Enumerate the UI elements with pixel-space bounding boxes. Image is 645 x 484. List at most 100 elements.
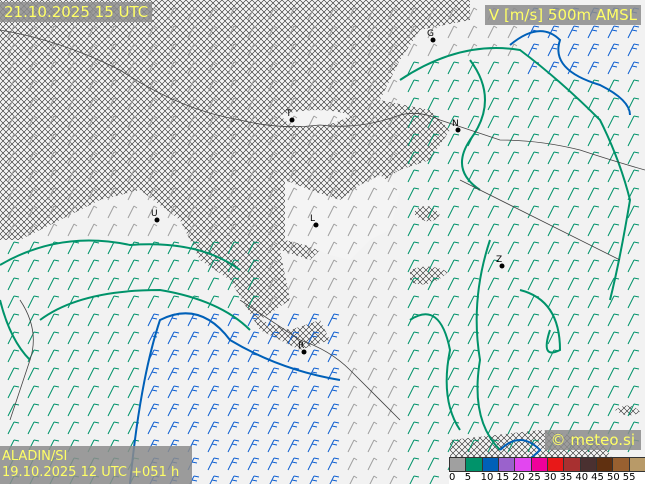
wind-barb: [127, 79, 138, 93]
wind-barb: [407, 223, 420, 237]
wind-barb: [167, 205, 178, 219]
legend-label: 50: [606, 472, 620, 483]
wind-barb: [307, 403, 320, 417]
wind-barb: [527, 115, 540, 129]
wind-barb: [227, 295, 240, 309]
wind-barb: [467, 151, 480, 165]
wind-barb: [167, 421, 180, 435]
wind-barb: [207, 331, 220, 345]
wind-barb: [27, 223, 38, 237]
wind-barb: [627, 43, 640, 57]
wind-barb: [187, 277, 200, 291]
wind-barb: [107, 421, 120, 435]
wind-barb: [327, 259, 338, 273]
wind-barb: [107, 97, 118, 111]
wind-barb: [447, 25, 458, 39]
wind-barb: [387, 259, 398, 273]
wind-barb: [627, 151, 640, 165]
wind-barb: [429, 475, 440, 484]
city-dot: [430, 37, 436, 43]
wind-barb: [27, 259, 40, 273]
wind-barb: [87, 403, 100, 417]
wind-barb: [447, 277, 460, 291]
wind-barb: [267, 151, 278, 165]
legend-label: 25: [527, 472, 541, 483]
wind-barb: [307, 259, 318, 273]
wind-barb: [27, 403, 40, 417]
wind-barb: [547, 385, 560, 399]
wind-barb: [327, 133, 338, 147]
wind-barb: [167, 169, 178, 183]
legend-label: 35: [559, 472, 573, 483]
wind-barb: [447, 313, 460, 327]
wind-barb: [347, 7, 358, 21]
wind-barb: [447, 97, 460, 111]
wind-barb: [307, 7, 318, 21]
wind-barb: [187, 331, 200, 345]
wind-barb: [227, 133, 238, 147]
wind-barb: [367, 295, 378, 309]
wind-barb: [307, 439, 320, 453]
wind-barb: [547, 115, 560, 129]
wind-barb: [347, 151, 358, 165]
wind-barb: [187, 385, 200, 399]
wind-barb: [307, 205, 318, 219]
valid-time-label: 21.10.2025 15 UTC: [0, 2, 153, 22]
wind-barb: [327, 295, 338, 309]
wind-barb: [487, 97, 500, 111]
legend-swatch: [497, 457, 516, 472]
wind-barb: [327, 439, 340, 453]
wind-barb: [167, 367, 180, 381]
wind-barb: [87, 349, 100, 363]
wind-barb: [467, 241, 480, 255]
wind-barb: [7, 349, 20, 363]
wind-barb: [487, 169, 500, 183]
wind-barb: [407, 7, 418, 21]
wind-barb: [507, 313, 520, 327]
wind-barb: [7, 313, 20, 327]
wind-barb: [367, 7, 378, 21]
wind-barb: [227, 25, 238, 39]
wind-barb: [47, 133, 58, 147]
wind-barb: [389, 475, 398, 484]
wind-barb: [307, 61, 318, 75]
wind-barb: [627, 205, 640, 219]
model-run: 19.10.2025 12 UTC +051 h: [2, 465, 180, 480]
wind-barb: [287, 151, 298, 165]
wind-barb: [487, 385, 500, 399]
wind-barb: [427, 169, 440, 183]
wind-barb: [67, 295, 80, 309]
legend-swatch: [530, 457, 548, 472]
city-markers: G T N U L Z R: [151, 29, 505, 355]
wind-barb: [407, 421, 420, 435]
wind-barb: [187, 43, 198, 57]
wind-barb: [167, 25, 178, 39]
wind-barb: [507, 61, 520, 75]
wind-barb: [7, 169, 18, 183]
wind-barb: [387, 7, 398, 21]
wind-barb: [207, 349, 220, 363]
wind-barb: [27, 205, 38, 219]
wind-barb: [187, 367, 200, 381]
legend-swatch: [449, 457, 467, 472]
wind-barb: [87, 43, 98, 57]
wind-barb: [567, 331, 580, 345]
wind-barb: [387, 439, 398, 453]
wind-barb: [7, 259, 20, 273]
wind-barb: [107, 25, 118, 39]
wind-barb: [287, 97, 298, 111]
wind-barb: [247, 367, 260, 381]
wind-barb: [387, 25, 398, 39]
wind-barb: [567, 133, 580, 147]
wind-barb: [207, 43, 218, 57]
wind-barb: [127, 385, 140, 399]
wind-barb: [67, 205, 78, 219]
wind-barb: [7, 367, 20, 381]
wind-barb: [287, 439, 300, 453]
wind-barb: [147, 79, 158, 93]
wind-barb: [567, 25, 580, 39]
wind-barb: [627, 169, 640, 183]
wind-barb: [387, 169, 398, 183]
wind-barb: [287, 223, 298, 237]
wind-barb: [387, 223, 398, 237]
